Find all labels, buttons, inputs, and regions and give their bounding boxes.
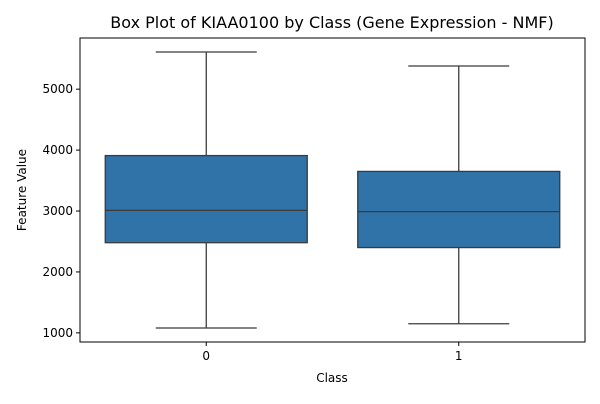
x-axis-label: Class bbox=[316, 371, 348, 385]
y-axis-label: Feature Value bbox=[15, 149, 29, 231]
y-tick-label: 2000 bbox=[42, 265, 73, 279]
box-group-0 bbox=[104, 51, 308, 329]
axes-frame bbox=[79, 37, 586, 343]
y-axis-ticks: 1000 2000 3000 4000 5000 bbox=[42, 82, 80, 340]
box-group-1 bbox=[357, 65, 561, 325]
box-1 bbox=[357, 170, 561, 249]
y-tick-label: 1000 bbox=[42, 326, 73, 340]
y-tick-label: 3000 bbox=[42, 204, 73, 218]
x-tick-label: 0 bbox=[202, 349, 210, 363]
x-tick-label: 1 bbox=[455, 349, 463, 363]
chart-title: Box Plot of KIAA0100 by Class (Gene Expr… bbox=[110, 13, 553, 32]
box-0 bbox=[104, 154, 308, 244]
plot-area bbox=[79, 37, 586, 343]
y-tick-label: 4000 bbox=[42, 143, 73, 157]
y-tick-label: 5000 bbox=[42, 82, 73, 96]
